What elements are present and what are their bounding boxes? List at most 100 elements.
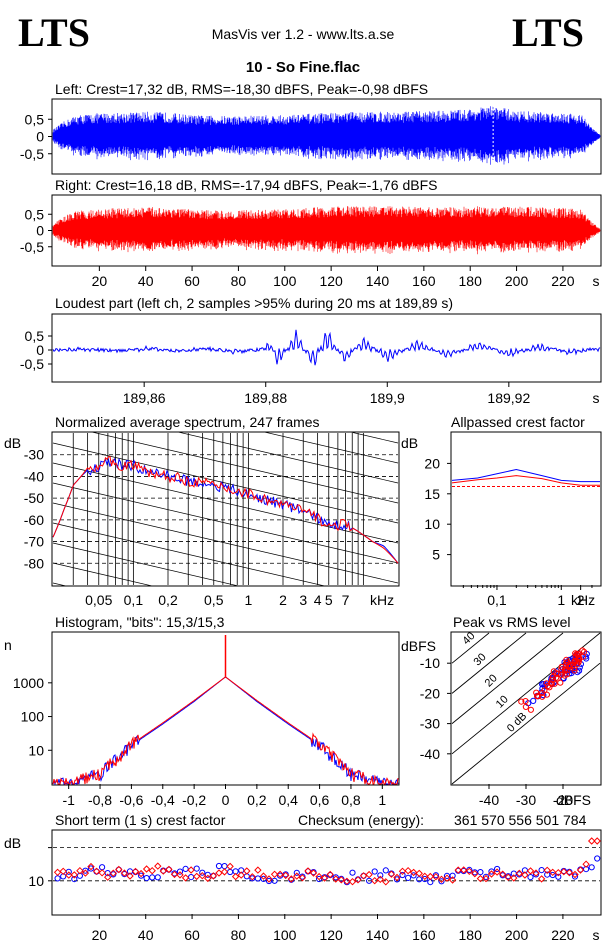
short-crest-point-right xyxy=(98,869,106,877)
time-axis-tick-label: 180 xyxy=(459,273,483,289)
loudest-ytick-label: 0 xyxy=(36,342,44,358)
peak-rms-xtick-label: -30 xyxy=(516,792,536,808)
short-crest-xtick-label: 20 xyxy=(92,927,108,943)
loudest-part-title: Loudest part (left ch, 2 samples >95% du… xyxy=(55,295,454,311)
spectrum-slope-line xyxy=(52,562,154,586)
peak-rms-xtick-label: -20 xyxy=(553,792,573,808)
peak-rms-point-right xyxy=(522,703,530,711)
logo-left: LTS xyxy=(18,10,90,55)
short-crest-point-right xyxy=(59,867,67,876)
short-crest-point-right xyxy=(165,865,173,874)
short-crest-point-right xyxy=(593,837,601,845)
short-crest-point-left xyxy=(293,869,300,876)
spectrum-ytick-label: -70 xyxy=(24,534,44,550)
short-crest-point-right xyxy=(126,872,134,880)
short-crest-point-left xyxy=(588,864,595,871)
peak-rms-y-unit: dBFS xyxy=(401,638,436,654)
short-crest-xtick-label: 140 xyxy=(366,927,390,943)
short-crest-point-right xyxy=(532,869,540,877)
short-crest-point-right xyxy=(243,867,251,875)
short-crest-point-right xyxy=(476,874,485,883)
short-crest-xtick-label: 100 xyxy=(273,927,297,943)
time-axis-tick-label: 120 xyxy=(319,273,343,289)
short-crest-point-left xyxy=(382,867,389,874)
spectrum-slope-line xyxy=(52,522,327,586)
peak-rms-point-right xyxy=(579,647,586,654)
short-crest-point-left xyxy=(405,874,412,882)
spectrum-title: Normalized average spectrum, 247 frames xyxy=(55,414,320,430)
histogram-xtick-label: 1 xyxy=(378,792,386,808)
short-crest-x-unit: s xyxy=(593,927,600,943)
short-crest-point-right xyxy=(309,869,318,877)
spectrum-slope-line xyxy=(53,723,398,803)
short-crest-point-left xyxy=(110,871,117,878)
histogram-xtick-label: -0,8 xyxy=(88,792,112,808)
short-crest-point-right xyxy=(348,877,357,886)
short-crest-point-left xyxy=(594,855,601,862)
short-crest-point-left xyxy=(494,865,501,873)
left-waveform-ytick-label: -0,5 xyxy=(20,146,44,162)
allpass-series-0 xyxy=(451,468,600,483)
short-crest-point-right xyxy=(404,866,412,875)
short-crest-point-left xyxy=(421,875,428,883)
short-crest-point-right xyxy=(587,837,596,845)
short-crest-point-right xyxy=(115,865,123,874)
short-crest-point-right xyxy=(109,869,118,877)
short-crest-point-right xyxy=(448,876,457,884)
short-crest-point-right xyxy=(170,870,179,879)
short-crest-point-right xyxy=(92,867,101,876)
peak-rms-diagonal xyxy=(451,632,490,664)
time-axis-tick-label: 20 xyxy=(92,273,108,289)
spectrum-ytick-label: -30 xyxy=(24,447,44,463)
short-crest-point-right xyxy=(120,869,129,877)
app-title: MasVis ver 1.2 - www.lts.a.se xyxy=(211,26,395,42)
loudest-xtick-label: 189,92 xyxy=(487,390,530,406)
short-crest-point-right xyxy=(526,867,535,875)
histogram-xtick-label: -0,6 xyxy=(119,792,143,808)
time-axis-tick-label: 220 xyxy=(551,273,575,289)
short-crest-point-left xyxy=(199,869,206,876)
spectrum-slope-line xyxy=(53,303,398,383)
peak-rms-point-right xyxy=(581,648,588,656)
short-crest-point-right xyxy=(320,874,329,882)
loudest-xtick-label: 189,9 xyxy=(370,390,405,406)
peak-rms-point-right xyxy=(554,675,561,682)
peak-rms-point-left xyxy=(576,667,583,674)
allpass-xtick-label: 1 xyxy=(557,592,565,608)
short-crest-xtick-label: 180 xyxy=(459,927,483,943)
checksum-value: 361 570 556 501 784 xyxy=(454,812,587,828)
right-waveform-ytick-label: -0,5 xyxy=(20,239,44,255)
short-crest-point-left xyxy=(215,862,223,870)
short-crest-point-right xyxy=(487,870,496,878)
short-crest-point-right xyxy=(293,872,301,880)
short-crest-point-right xyxy=(471,869,479,878)
histogram-series-right xyxy=(52,676,399,786)
short-crest-point-left xyxy=(332,874,339,881)
short-crest-point-right xyxy=(226,862,234,871)
spectrum-ytick-label: -40 xyxy=(24,468,44,484)
short-crest-point-right xyxy=(103,873,112,881)
peak-rms-point-right xyxy=(571,664,578,672)
spectrum-slope-line xyxy=(262,432,399,464)
short-crest-point-left xyxy=(221,863,228,870)
loudest-frame xyxy=(51,313,602,383)
short-crest-point-right xyxy=(365,870,373,879)
allpass-x-unit: kHz xyxy=(571,592,595,608)
peak-rms-diagonal xyxy=(451,632,527,694)
histogram-xtick-label: 0,8 xyxy=(341,792,361,808)
short-crest-frame xyxy=(51,829,602,916)
histogram-xtick-label: -1 xyxy=(62,792,75,808)
short-crest-point-right xyxy=(276,870,284,879)
short-crest-point-right xyxy=(192,872,201,881)
time-axis-tick-label: 60 xyxy=(184,273,200,289)
short-crest-point-right xyxy=(148,866,156,875)
short-crest-point-right xyxy=(298,874,307,882)
spectrum-series-right xyxy=(52,456,399,564)
short-crest-point-right xyxy=(432,872,440,881)
right-waveform-ytick-label: 0 xyxy=(36,223,44,239)
short-crest-point-right xyxy=(187,866,195,874)
allpass-title: Allpassed crest factor xyxy=(451,414,585,430)
spectrum-slope-line xyxy=(52,542,240,586)
short-crest-point-right xyxy=(215,869,223,877)
left-waveform-ytick-label: 0 xyxy=(36,129,44,145)
